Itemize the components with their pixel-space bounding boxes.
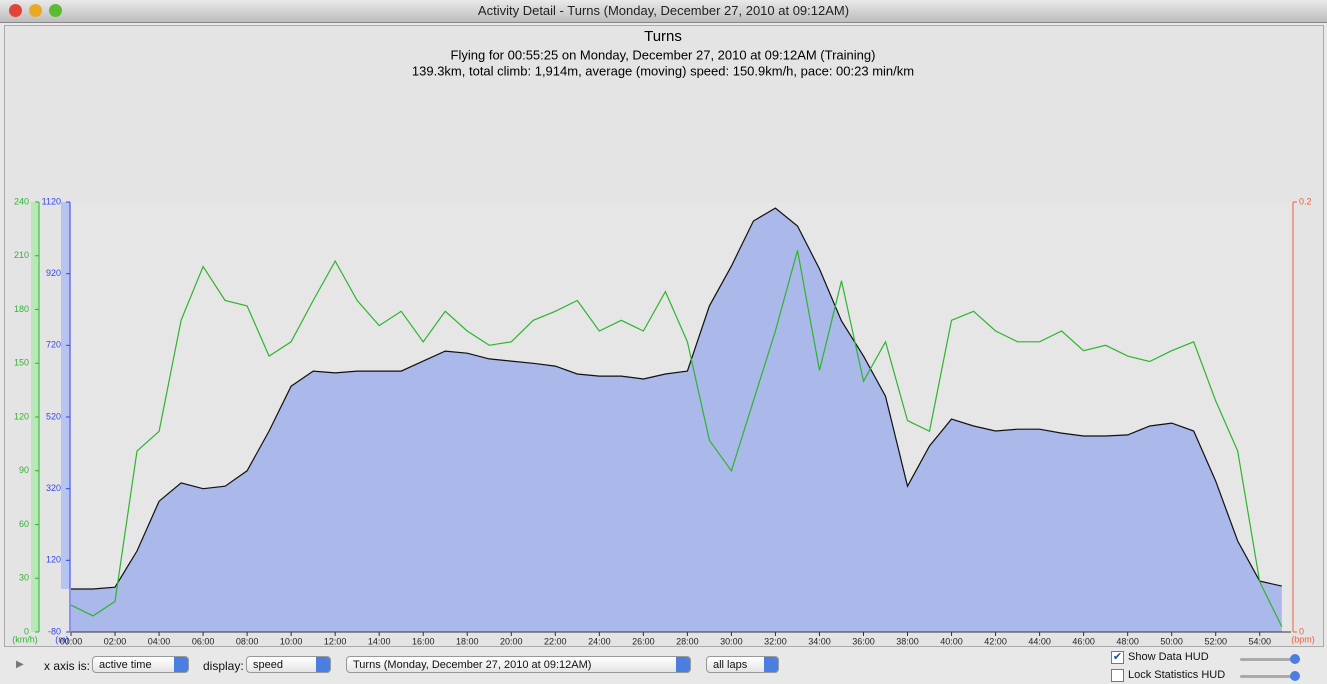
x-tick-label: 28:00 xyxy=(676,636,699,646)
y2-tick-label: 180 xyxy=(14,304,29,314)
label: Show Data HUD xyxy=(1128,651,1209,663)
x-tick-label: 10:00 xyxy=(280,636,303,646)
y2-tick-label: 240 xyxy=(14,196,29,206)
y3-tick-label: 0 xyxy=(1299,626,1304,636)
x-tick-label: 48:00 xyxy=(1116,636,1139,646)
x-tick-label: 52:00 xyxy=(1204,636,1227,646)
x-tick-label: 02:00 xyxy=(104,636,127,646)
y2-tick-label: 90 xyxy=(19,465,29,475)
y-tick-label: 520 xyxy=(46,411,61,421)
y-tick-label: 1120 xyxy=(42,196,61,206)
slider[interactable] xyxy=(1240,671,1300,681)
label: display: xyxy=(203,659,244,673)
minimize-button[interactable] xyxy=(29,4,42,17)
area xyxy=(71,208,1282,632)
zoom-button[interactable] xyxy=(49,4,62,17)
y2-tick-label: 60 xyxy=(19,519,29,529)
x-tick-label: 42:00 xyxy=(984,636,1007,646)
y2-tick-label: 150 xyxy=(14,358,29,368)
y3-axis-label: (bpm) xyxy=(1291,634,1315,644)
y2-axis-label: (km/h) xyxy=(12,634,38,644)
chart-title: Turns xyxy=(644,28,682,45)
slider[interactable] xyxy=(1240,654,1300,664)
y2-tick-label: 210 xyxy=(14,250,29,260)
x-tick-label: 46:00 xyxy=(1072,636,1095,646)
x-tick-label: 00:00 xyxy=(60,636,83,646)
x-tick-label: 18:00 xyxy=(456,636,479,646)
x-tick-label: 34:00 xyxy=(808,636,831,646)
y2-tick-label: 120 xyxy=(14,411,29,421)
checkbox[interactable] xyxy=(1111,669,1124,682)
y-axis-label: (m) xyxy=(55,634,69,644)
x-tick-label: 26:00 xyxy=(632,636,655,646)
area-outline xyxy=(71,207,1282,590)
x-tick-label: 30:00 xyxy=(720,636,743,646)
y-tick-label: 720 xyxy=(46,340,61,350)
y-tick-label: 320 xyxy=(46,483,61,493)
x-tick-label: 20:00 xyxy=(500,636,523,646)
y-tick-label: 120 xyxy=(46,555,61,565)
close-button[interactable] xyxy=(9,4,22,17)
x-tick-label: 40:00 xyxy=(940,636,963,646)
x-tick-label: 06:00 xyxy=(192,636,215,646)
x-tick-label: 32:00 xyxy=(764,636,787,646)
x-tick-label: 24:00 xyxy=(588,636,611,646)
x-tick-label: 50:00 xyxy=(1160,636,1183,646)
select[interactable]: Turns (Monday, December 27, 2010 at 09:1… xyxy=(346,656,691,673)
toolbar: ▶ x axis is: active time display: speed … xyxy=(0,648,1327,684)
title-bar: Activity Detail - Turns (Monday, Decembe… xyxy=(0,0,1327,23)
select[interactable]: active time xyxy=(92,656,189,673)
y2-tick-label: 0 xyxy=(24,626,29,636)
y2-tick-label: 30 xyxy=(19,573,29,583)
select[interactable]: all laps xyxy=(706,656,779,673)
line xyxy=(70,250,1283,627)
select[interactable]: speed xyxy=(246,656,331,673)
x-tick-label: 44:00 xyxy=(1028,636,1051,646)
x-tick-label: 54:00 xyxy=(1248,636,1271,646)
disclosure[interactable]: ▶ xyxy=(16,659,24,670)
y-tick-label: -80 xyxy=(48,626,61,636)
window-title: Activity Detail - Turns (Monday, Decembe… xyxy=(477,3,850,18)
x-tick-label: 04:00 xyxy=(148,636,171,646)
y3-tick-label: 0.2 xyxy=(1299,196,1312,206)
x-tick-label: 12:00 xyxy=(324,636,347,646)
x-tick-label: 08:00 xyxy=(236,636,259,646)
x-tick-label: 22:00 xyxy=(544,636,567,646)
label: x axis is: xyxy=(44,659,91,673)
x-tick-label: 38:00 xyxy=(896,636,919,646)
chart-subtitle: Flying for 00:55:25 on Monday, December … xyxy=(451,47,876,62)
x-tick-label: 16:00 xyxy=(412,636,435,646)
chart: Turns Flying for 00:55:25 on Monday, Dec… xyxy=(12,28,1315,646)
y-tick-label: 920 xyxy=(46,268,61,278)
label: Lock Statistics HUD xyxy=(1128,669,1226,681)
chart-panel: Turns Flying for 00:55:25 on Monday, Dec… xyxy=(4,25,1324,647)
x-tick-label: 14:00 xyxy=(368,636,391,646)
checkbox[interactable]: ✔ xyxy=(1111,651,1124,664)
x-tick-label: 36:00 xyxy=(852,636,875,646)
axis-band xyxy=(61,202,70,589)
chart-subtitle: 139.3km, total climb: 1,914m, average (m… xyxy=(412,63,914,78)
